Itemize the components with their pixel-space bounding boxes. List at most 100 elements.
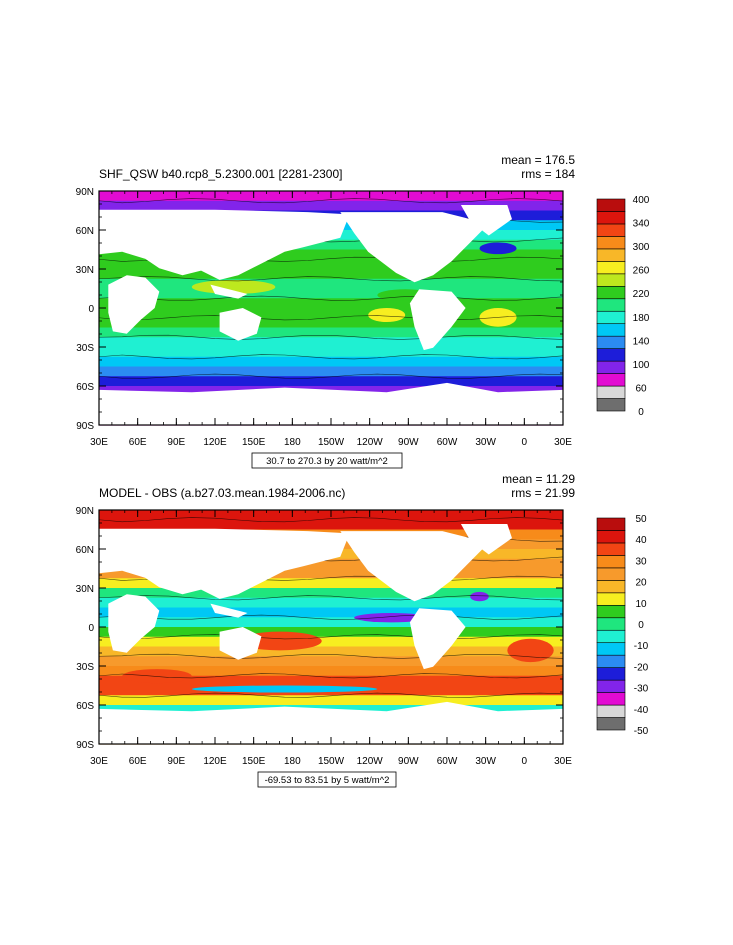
range-label-frame xyxy=(251,452,403,469)
colorbar-swatch xyxy=(596,642,626,656)
lon-tick-label: 90E xyxy=(167,437,185,448)
contour-line xyxy=(98,373,564,379)
lat-tick-label: 30N xyxy=(76,265,94,276)
lon-tick-label: 0 xyxy=(522,756,528,767)
lon-tick-label: 30W xyxy=(475,756,496,767)
colorbar-label: 260 xyxy=(633,266,650,277)
field-patch xyxy=(191,279,276,294)
lat-tick-label: 60N xyxy=(76,226,94,237)
contour-line xyxy=(98,673,564,679)
lon-tick-label: 120E xyxy=(203,437,227,448)
land-seasia xyxy=(210,284,248,299)
field-band xyxy=(99,597,563,609)
colorbar-swatch xyxy=(596,679,626,693)
field-band xyxy=(99,308,563,319)
colorbar-swatch xyxy=(596,373,626,387)
lat-tick-label: 0 xyxy=(88,623,94,634)
field-band xyxy=(99,578,563,589)
field-patch xyxy=(122,669,192,684)
field-band xyxy=(99,588,563,599)
colorbar-label: 400 xyxy=(633,195,650,206)
range-label-frame xyxy=(257,771,397,788)
land-antarctica xyxy=(99,382,563,425)
colorbar-label: 300 xyxy=(633,242,650,253)
field-band xyxy=(99,636,563,648)
field-band xyxy=(99,617,563,628)
lat-tick-label: 90S xyxy=(76,740,94,751)
colorbar-swatch xyxy=(596,298,626,312)
lon-tick-label: 180 xyxy=(284,437,301,448)
lon-tick-label: 120W xyxy=(357,437,384,448)
lat-tick-label: 90N xyxy=(76,187,94,198)
contour-line xyxy=(98,595,564,601)
colorbar-label: 100 xyxy=(633,360,650,371)
land-samerica xyxy=(409,289,466,351)
lat-tick-label: 90S xyxy=(76,421,94,432)
colorbar: 400 340 300 260 220 180 140 100 60 0 xyxy=(596,195,650,418)
field-band xyxy=(99,298,563,309)
land-africa xyxy=(108,594,160,653)
colorbar-swatch xyxy=(596,530,626,544)
colorbar-swatch xyxy=(596,360,626,374)
field-patch xyxy=(479,242,517,255)
colorbar-swatch xyxy=(596,335,626,349)
range-label: 30.7 to 270.3 by 20 watt/m^2 xyxy=(266,456,388,467)
colorbar-label: -30 xyxy=(634,684,649,695)
field-band xyxy=(99,675,563,687)
colorbar-swatch xyxy=(596,629,626,644)
field-patch xyxy=(368,308,406,323)
colorbar-label: 180 xyxy=(633,313,650,324)
lon-tick-label: 30E xyxy=(554,756,572,767)
lon-tick-label: 60W xyxy=(437,437,458,448)
mean-value: mean = 11.29 xyxy=(502,472,575,486)
lon-tick-label: 150E xyxy=(242,437,266,448)
field-band xyxy=(99,317,563,329)
lat-tick-label: 30S xyxy=(76,662,94,673)
land-eurasia xyxy=(99,209,350,280)
contour-line xyxy=(98,653,564,659)
mean-value: mean = 176.5 xyxy=(501,153,575,167)
contour-line xyxy=(98,634,564,640)
colorbar-swatch xyxy=(596,348,626,362)
land-namerica xyxy=(340,531,489,602)
lat-tick-label: 90N xyxy=(76,506,94,517)
longitude-axis: 30E 60E 90E 120E 150E 180 150W 120W 90W 60W 30W 0 30… xyxy=(90,510,572,767)
colorbar-swatch xyxy=(596,211,626,225)
land-australia xyxy=(219,627,262,660)
range-label-box: 30.7 to 270.3 by 20 watt/m^2 xyxy=(251,452,403,469)
lon-tick-label: 60E xyxy=(129,756,147,767)
colorbar-label: -40 xyxy=(634,705,649,716)
field-band xyxy=(99,278,563,290)
lon-tick-label: 90E xyxy=(167,756,185,767)
range-label: -69.53 to 83.51 by 5 watt/m^2 xyxy=(265,775,390,786)
longitude-axis: 30E 60E 90E 120E 150E 180 150W 120W 90W 60W 30W 0 30… xyxy=(90,191,572,448)
colorbar-label: 50 xyxy=(635,514,647,525)
contour-line xyxy=(98,295,564,301)
field-band xyxy=(99,239,563,251)
land-antarctica xyxy=(99,701,563,744)
lon-tick-label: 150W xyxy=(318,756,345,767)
field-band xyxy=(99,519,563,531)
colorbar-swatch xyxy=(596,198,626,212)
colorbar: 50 40 30 20 10 0 -10 -20 -30 -40 -50 xyxy=(596,514,649,737)
colorbar-swatch xyxy=(596,542,626,556)
colorbar-swatch xyxy=(596,385,626,399)
colorbar-swatch xyxy=(596,555,626,569)
lat-tick-label: 30S xyxy=(76,343,94,354)
field-band xyxy=(99,646,563,657)
field-band xyxy=(99,666,563,677)
field-patch xyxy=(191,685,378,693)
lon-tick-label: 60E xyxy=(129,437,147,448)
contour-line xyxy=(98,315,564,321)
colorbar-swatch xyxy=(596,285,626,300)
lon-tick-label: 60W xyxy=(437,756,458,767)
colorbar-swatch xyxy=(596,692,626,706)
contour-line xyxy=(98,354,564,360)
rms-value: rms = 184 xyxy=(521,167,575,181)
field-band xyxy=(99,366,563,377)
land-australia xyxy=(219,308,262,341)
land-masses xyxy=(99,205,563,425)
lon-tick-label: 90W xyxy=(398,756,419,767)
colorbar-label: -20 xyxy=(634,662,649,673)
